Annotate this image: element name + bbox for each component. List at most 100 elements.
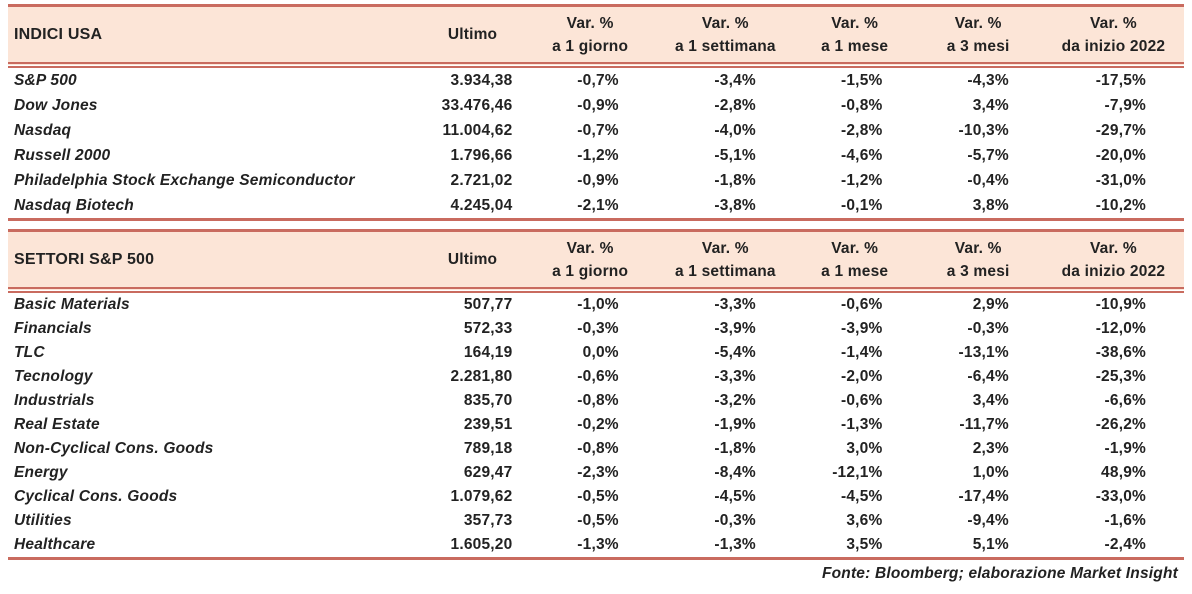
sector-var-1-mese: -0,6%: [841, 392, 883, 409]
index-var-1-giorno: -2,1%: [525, 193, 655, 221]
sector-last-value: 2.281,80: [450, 368, 513, 385]
sector-last-value: 357,73: [463, 512, 513, 529]
index-last-value: 33.476,46: [441, 96, 513, 114]
indices-usa-header: INDICI USA Ultimo Var. % a 1 giorno Var.…: [8, 4, 1184, 68]
var-period: a 1 giorno: [552, 37, 629, 55]
sector-var-1-giorno: -0,5%: [577, 488, 619, 505]
sector-var-1-giorno: -0,3%: [577, 320, 619, 337]
sector-last-value: 164,19: [463, 344, 513, 361]
var-label: Var. %: [701, 14, 749, 32]
sector-var-1-mese: 3,5%: [795, 533, 914, 560]
index-var-1-mese: -0,1%: [795, 193, 914, 221]
col-header-var-1-settimana: Var. % a 1 settimana: [654, 229, 796, 293]
index-var-1-giorno: -0,7%: [577, 121, 619, 139]
sector-var-1-giorno: -0,5%: [577, 512, 619, 529]
sector-var-inizio-2022: -38,6%: [1095, 344, 1146, 361]
col-header-var-1-settimana: Var. % a 1 settimana: [654, 4, 796, 68]
sector-var-1-mese: -4,5%: [841, 488, 883, 505]
sector-var-3-mesi: 5,1%: [913, 533, 1043, 560]
index-name: S&P 500: [14, 71, 77, 89]
sector-var-1-mese: -1,3%: [841, 416, 883, 433]
col-header-ultimo: Ultimo: [419, 4, 526, 68]
var-period: da inizio 2022: [1061, 262, 1166, 280]
sector-var-1-giorno: -1,0%: [577, 296, 619, 313]
sector-name: Tecnology: [14, 368, 93, 385]
index-var-3-mesi: 3,8%: [913, 193, 1043, 221]
sector-name: Cyclical Cons. Goods: [14, 488, 178, 505]
sector-var-3-mesi: -9,4%: [967, 512, 1009, 529]
index-name: Philadelphia Stock Exchange Semiconducto…: [14, 171, 355, 189]
sector-row: Non-Cyclical Cons. Goods 789,18 -0,8% -1…: [8, 437, 1184, 461]
index-var-3-mesi: -0,4%: [967, 171, 1009, 189]
sector-var-1-giorno: -0,6%: [577, 368, 619, 385]
sector-row: Healthcare 1.605,20 -1,3% -1,3% 3,5% 5,1…: [8, 533, 1184, 560]
sector-row: Energy 629,47 -2,3% -8,4% -12,1% 1,0% 48…: [8, 461, 1184, 485]
index-var-1-mese: -1,5%: [841, 71, 883, 89]
sector-var-3-mesi: -0,3%: [967, 320, 1009, 337]
index-var-3-mesi: 3,4%: [972, 96, 1009, 114]
sector-var-3-mesi: -17,4%: [958, 488, 1009, 505]
sector-var-1-mese: -3,9%: [841, 320, 883, 337]
index-last-value: 11.004,62: [442, 121, 513, 139]
sector-var-1-settimana: -4,5%: [714, 488, 756, 505]
sector-last-value: 1.605,20: [419, 533, 526, 560]
index-var-1-mese: -0,8%: [841, 96, 883, 114]
index-name: Nasdaq: [14, 121, 72, 139]
sector-var-1-mese: -12,1%: [832, 464, 883, 481]
var-label: Var. %: [954, 14, 1002, 32]
index-last-value: 1.796,66: [450, 146, 513, 164]
sector-var-3-mesi: -11,7%: [959, 416, 1009, 433]
sector-last-value: 239,51: [463, 416, 513, 433]
sector-var-1-settimana: -1,8%: [714, 440, 756, 457]
var-label: Var. %: [1089, 14, 1137, 32]
sector-var-inizio-2022: -1,9%: [1104, 440, 1146, 457]
sector-last-value: 789,18: [463, 440, 513, 457]
index-row: Russell 2000 1.796,66 -1,2% -5,1% -4,6% …: [8, 143, 1184, 168]
col-header-ultimo: Ultimo: [419, 229, 526, 293]
sector-var-inizio-2022: -12,0%: [1095, 320, 1146, 337]
index-row: Dow Jones 33.476,46 -0,9% -2,8% -0,8% 3,…: [8, 93, 1184, 118]
sector-var-inizio-2022: -1,6%: [1104, 512, 1146, 529]
sector-var-inizio-2022: -33,0%: [1095, 488, 1146, 505]
var-period: a 3 mesi: [946, 262, 1010, 280]
var-period: a 1 settimana: [674, 37, 776, 55]
settori-sp500-body: Basic Materials 507,77 -1,0% -3,3% -0,6%…: [8, 290, 1184, 560]
sector-name: Utilities: [14, 512, 72, 529]
sector-var-inizio-2022: 48,9%: [1101, 464, 1146, 481]
sector-row: Financials 572,33 -0,3% -3,9% -3,9% -0,3…: [8, 317, 1184, 341]
sector-var-1-settimana: -3,9%: [714, 320, 756, 337]
sector-var-1-settimana: -0,3%: [714, 512, 756, 529]
indices-usa-table: INDICI USA Ultimo Var. % a 1 giorno Var.…: [8, 4, 1184, 221]
index-var-inizio-2022: -17,5%: [1095, 71, 1146, 89]
col-header-var-3-mesi: Var. % a 3 mesi: [913, 229, 1043, 293]
sector-var-1-mese: 3,6%: [846, 512, 883, 529]
sector-row: TLC 164,19 0,0% -5,4% -1,4% -13,1% -38,6…: [8, 341, 1184, 365]
sector-row: Real Estate 239,51 -0,2% -1,9% -1,3% -11…: [8, 413, 1184, 437]
sector-var-1-settimana: -8,4%: [714, 464, 756, 481]
sector-name: TLC: [14, 344, 45, 361]
index-var-1-settimana: -2,8%: [714, 96, 756, 114]
var-label: Var. %: [566, 239, 614, 257]
col-header-var-1-mese: Var. % a 1 mese: [795, 4, 914, 68]
var-label: Var. %: [1089, 239, 1137, 257]
index-name: Dow Jones: [14, 96, 98, 114]
index-var-1-settimana: -1,8%: [714, 171, 756, 189]
index-var-inizio-2022: -29,7%: [1095, 121, 1146, 139]
source-note: Fonte: Bloomberg; elaborazione Market In…: [821, 565, 1178, 582]
var-period: a 1 settimana: [674, 262, 776, 280]
sector-var-1-settimana: -1,3%: [654, 533, 796, 560]
sector-var-1-mese: -1,4%: [841, 344, 883, 361]
index-row: S&P 500 3.934,38 -0,7% -3,4% -1,5% -4,3%…: [8, 65, 1184, 93]
index-var-1-settimana: -5,1%: [714, 146, 756, 164]
sector-name: Healthcare: [8, 533, 420, 560]
var-period: a 1 giorno: [552, 262, 629, 280]
sector-name: Non-Cyclical Cons. Goods: [14, 440, 214, 457]
sector-row: Industrials 835,70 -0,8% -3,2% -0,6% 3,4…: [8, 389, 1184, 413]
table-title-settori-sp500: SETTORI S&P 500: [8, 229, 420, 293]
index-var-3-mesi: -10,3%: [958, 121, 1009, 139]
index-var-inizio-2022: -20,0%: [1095, 146, 1146, 164]
sector-var-inizio-2022: -2,4%: [1042, 533, 1184, 560]
sector-row: Utilities 357,73 -0,5% -0,3% 3,6% -9,4% …: [8, 509, 1184, 533]
sector-var-1-settimana: -1,9%: [714, 416, 756, 433]
index-row: Philadelphia Stock Exchange Semiconducto…: [8, 168, 1184, 193]
